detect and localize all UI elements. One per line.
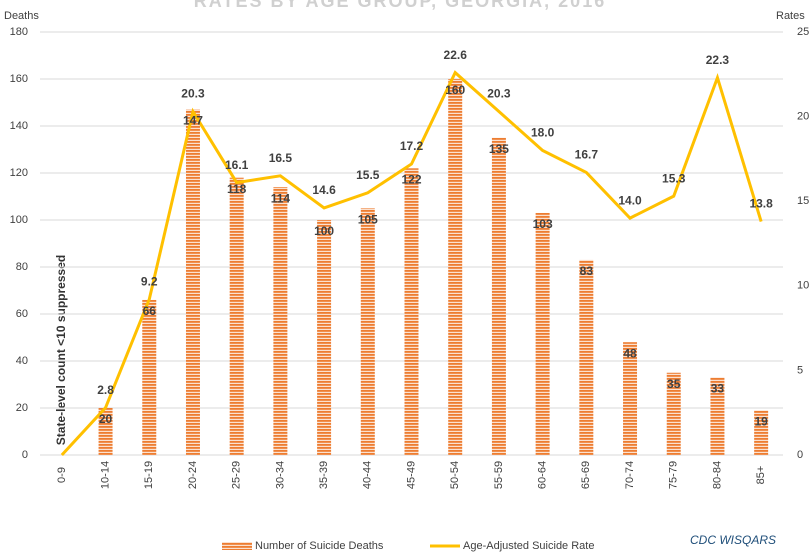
bar	[448, 79, 463, 455]
bar-label: 147	[183, 114, 203, 128]
legend-label: Number of Suicide Deaths	[255, 540, 384, 552]
x-tick-label: 75-79	[668, 461, 680, 489]
y2-tick-label: 5	[797, 364, 803, 376]
x-tick-label: 0-9	[56, 467, 68, 483]
bar-label: 105	[358, 212, 378, 226]
y2-tick-label: 0	[797, 449, 803, 461]
x-tick-label: 70-74	[624, 461, 636, 489]
y-tick-label: 80	[16, 261, 28, 273]
bar-label: 135	[489, 142, 509, 156]
bar-label: 103	[533, 217, 553, 231]
rate-label: 16.7	[575, 148, 599, 162]
rate-label: 9.2	[141, 275, 158, 289]
x-tick-label: 55-59	[493, 461, 505, 489]
y2-tick-label: 20	[797, 111, 809, 123]
rate-line	[60, 70, 763, 457]
y-tick-label: 40	[16, 355, 28, 367]
y2-tick-label: 25	[797, 26, 809, 38]
bar	[579, 259, 594, 455]
x-tick-label: 25-29	[231, 461, 243, 489]
y2-axis-title: Rates	[776, 10, 805, 22]
y-tick-label: 60	[16, 308, 28, 320]
y-tick-label: 180	[10, 26, 28, 38]
x-tick-label: 80-84	[711, 461, 723, 489]
bar-label: 35	[667, 377, 681, 391]
rate-label: 22.6	[444, 48, 468, 62]
y-tick-label: 140	[10, 120, 28, 132]
rate-label: 16.5	[269, 151, 293, 165]
annotation: State-level count <10 suppressed	[54, 255, 68, 445]
y-tick-label: 120	[10, 167, 28, 179]
y-tick-label: 100	[10, 214, 28, 226]
y-tick-label: 0	[22, 449, 28, 461]
bar-label: 83	[580, 264, 594, 278]
bar-label: 66	[143, 304, 157, 318]
rate-label: 14.0	[618, 193, 642, 207]
y-axis-title: Deaths	[4, 10, 39, 22]
bar-label: 20	[99, 412, 113, 426]
x-tick-label: 20-24	[187, 461, 199, 489]
bar	[273, 187, 288, 455]
bar	[491, 137, 506, 455]
y-tick-label: 160	[10, 73, 28, 85]
bar	[360, 208, 375, 455]
x-tick-label: 35-39	[318, 461, 330, 489]
bar	[623, 342, 638, 455]
bar	[142, 299, 157, 455]
x-tick-label: 30-34	[274, 461, 286, 489]
y-tick-label: 20	[16, 402, 28, 414]
bar	[754, 410, 769, 455]
rate-label: 14.6	[312, 183, 336, 197]
bar	[317, 220, 332, 455]
legend-swatch	[222, 542, 252, 550]
bar-label: 122	[401, 172, 421, 186]
bar-label: 48	[623, 346, 637, 360]
source: CDC WISQARS	[690, 533, 776, 547]
rate-label: 16.1	[225, 158, 249, 172]
y2-tick-label: 10	[797, 280, 809, 292]
x-tick-label: 40-44	[362, 461, 374, 489]
bar	[185, 109, 200, 456]
bar-label: 118	[227, 182, 247, 196]
bar-label: 33	[711, 382, 725, 396]
bar	[229, 177, 244, 455]
rate-label: 13.8	[749, 197, 773, 211]
bar	[535, 212, 550, 455]
rate-label: 22.3	[706, 53, 730, 67]
bar	[98, 408, 113, 455]
rate-label: 2.8	[97, 383, 114, 397]
rate-label: 20.3	[487, 87, 511, 101]
bar-label: 114	[271, 191, 291, 205]
x-tick-label: 10-14	[99, 461, 111, 489]
chart-title: RATES BY AGE GROUP, GEORGIA, 2016	[194, 0, 606, 11]
legend-label: Age-Adjusted Suicide Rate	[463, 540, 594, 552]
x-tick-label: 60-64	[537, 461, 549, 489]
x-tick-label: 45-49	[405, 461, 417, 489]
rate-label: 15.5	[356, 168, 380, 182]
x-tick-label: 65-69	[580, 461, 592, 489]
y2-tick-label: 15	[797, 195, 809, 207]
bar	[666, 372, 681, 455]
rate-label: 20.3	[181, 87, 205, 101]
x-tick-label: 50-54	[449, 461, 461, 489]
bar	[710, 377, 725, 455]
x-tick-label: 85+	[755, 466, 767, 485]
rate-label: 18.0	[531, 126, 555, 140]
bar-label: 100	[314, 224, 334, 238]
bar-label: 19	[754, 415, 768, 429]
bar	[404, 168, 419, 456]
rate-label: 15.3	[662, 171, 686, 185]
rate-label: 17.2	[400, 139, 424, 153]
x-tick-label: 15-19	[143, 461, 155, 489]
bar-label: 160	[445, 83, 465, 97]
